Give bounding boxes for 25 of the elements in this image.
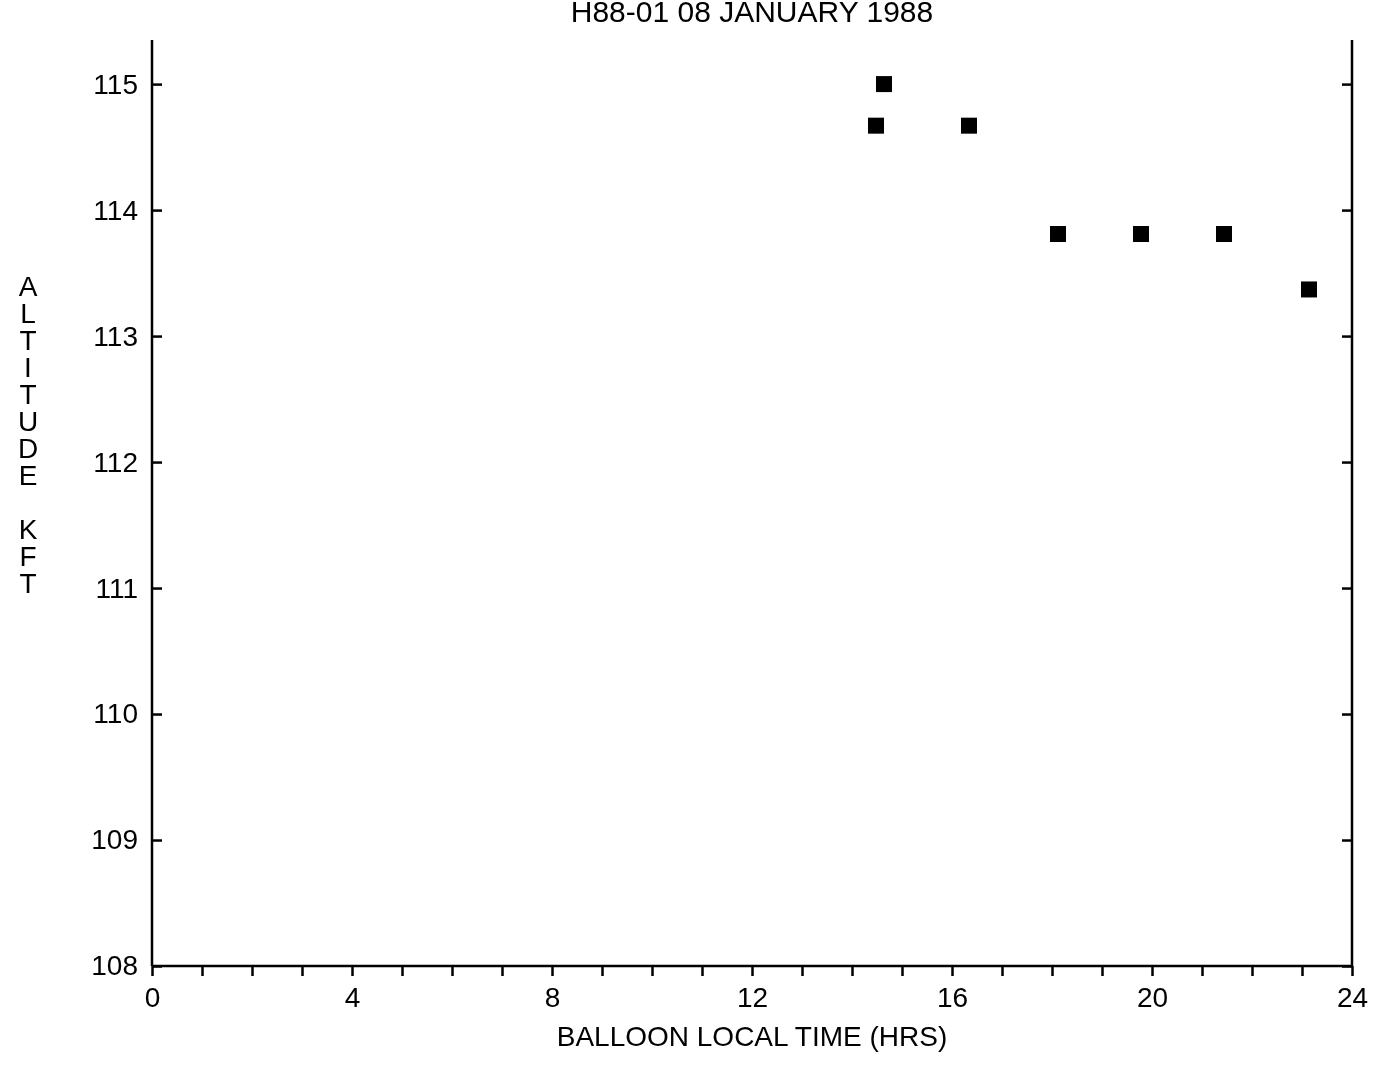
y-tick-label: 109 bbox=[91, 824, 138, 856]
point bbox=[876, 76, 892, 93]
x-tick-label: 8 bbox=[544, 981, 561, 1013]
x-tick-label: 4 bbox=[344, 981, 361, 1013]
x-tick-label: 24 bbox=[1336, 981, 1369, 1013]
point bbox=[961, 117, 977, 134]
point bbox=[1133, 226, 1149, 243]
point bbox=[868, 117, 884, 134]
x-tick-label: 0 bbox=[144, 981, 161, 1013]
point bbox=[1216, 226, 1232, 243]
x-axis-title: BALLOON LOCAL TIME (HRS) bbox=[556, 1021, 948, 1052]
point bbox=[1050, 226, 1066, 243]
y-tick-label: 108 bbox=[91, 950, 138, 982]
y-tick-label: 114 bbox=[93, 194, 138, 226]
y-tick-label: 110 bbox=[93, 698, 138, 730]
text: ALTITUDE KFT bbox=[17, 271, 39, 600]
x-tick-label: 20 bbox=[1136, 981, 1169, 1013]
y-tick-label: 111 bbox=[95, 572, 138, 604]
chart-title: H88-01 08 JANUARY 1988 bbox=[570, 0, 934, 28]
x-tick-label: 12 bbox=[736, 981, 769, 1013]
y-tick-label: 112 bbox=[93, 446, 138, 478]
x-tick-label: 16 bbox=[936, 981, 969, 1013]
point bbox=[1301, 281, 1317, 298]
y-tick-label: 115 bbox=[93, 68, 138, 100]
y-tick-label: 113 bbox=[93, 320, 138, 352]
